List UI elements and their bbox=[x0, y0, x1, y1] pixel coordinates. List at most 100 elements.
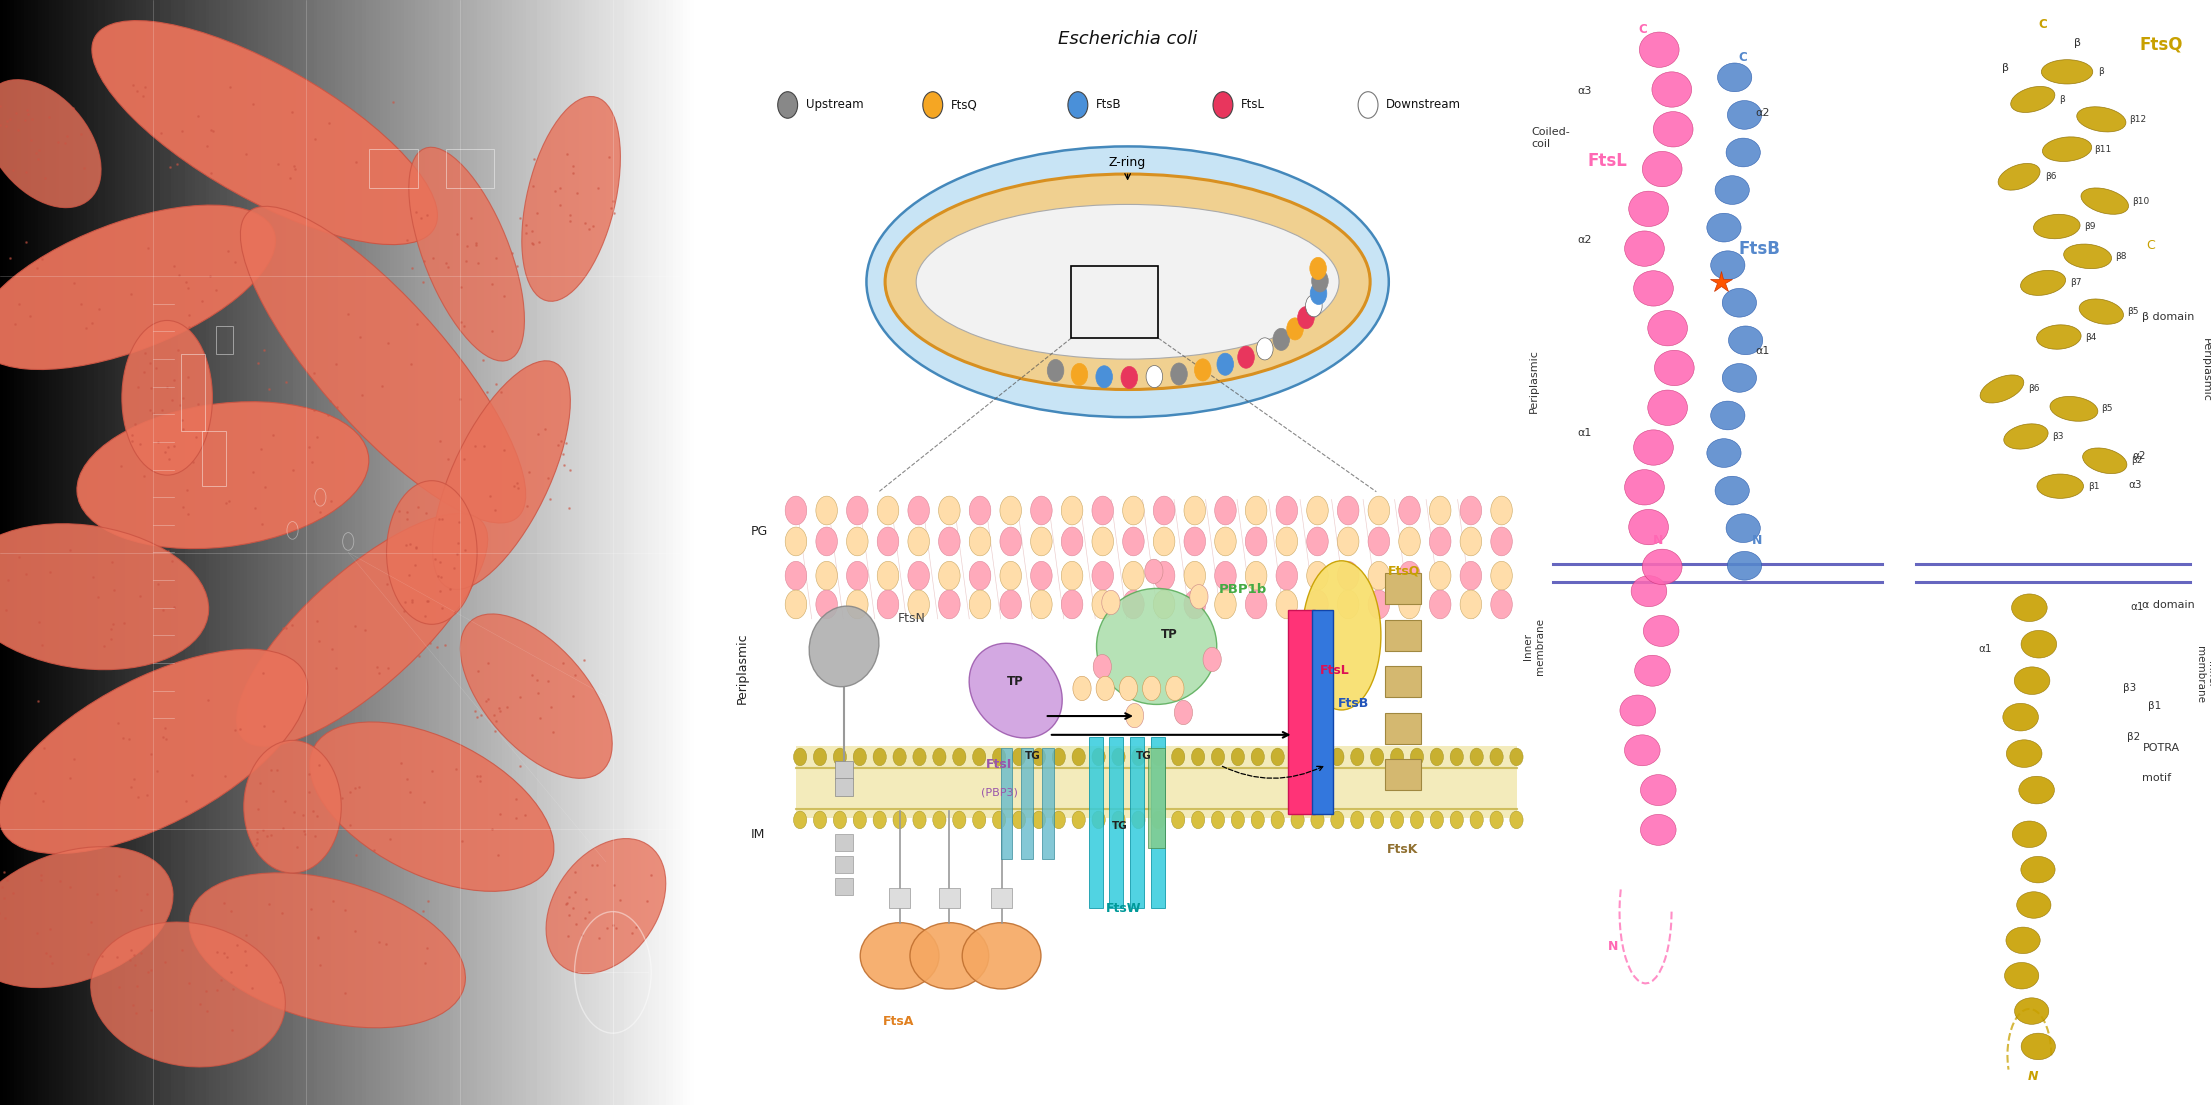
Circle shape bbox=[1276, 496, 1298, 525]
Ellipse shape bbox=[809, 607, 880, 686]
Circle shape bbox=[937, 496, 960, 525]
Ellipse shape bbox=[911, 923, 988, 989]
Ellipse shape bbox=[1643, 615, 1678, 646]
Circle shape bbox=[1185, 496, 1205, 525]
Ellipse shape bbox=[1711, 251, 1744, 280]
Ellipse shape bbox=[1625, 735, 1660, 766]
Ellipse shape bbox=[1716, 176, 1749, 204]
Ellipse shape bbox=[1716, 476, 1749, 505]
Ellipse shape bbox=[1634, 430, 1674, 465]
Circle shape bbox=[1072, 748, 1086, 766]
Ellipse shape bbox=[884, 173, 1371, 389]
Text: FtsW: FtsW bbox=[1106, 902, 1141, 915]
Bar bbox=[1384, 573, 1422, 604]
Text: FtsB: FtsB bbox=[1338, 697, 1369, 711]
Circle shape bbox=[933, 811, 946, 829]
Circle shape bbox=[1101, 590, 1121, 614]
Text: β1: β1 bbox=[2087, 482, 2098, 491]
Circle shape bbox=[1369, 527, 1389, 556]
Text: FtsA: FtsA bbox=[882, 1015, 915, 1029]
Circle shape bbox=[999, 590, 1021, 619]
Ellipse shape bbox=[2050, 397, 2098, 421]
Text: N: N bbox=[1652, 534, 1663, 547]
Circle shape bbox=[1245, 496, 1267, 525]
Ellipse shape bbox=[2078, 299, 2123, 324]
Circle shape bbox=[1428, 561, 1450, 590]
Ellipse shape bbox=[1654, 112, 1694, 147]
Ellipse shape bbox=[2081, 188, 2129, 214]
Text: α2: α2 bbox=[2131, 451, 2145, 461]
Ellipse shape bbox=[241, 207, 526, 523]
Circle shape bbox=[1092, 654, 1112, 678]
Circle shape bbox=[1307, 496, 1329, 525]
Text: Coiled-
coil: Coiled- coil bbox=[1530, 127, 1570, 149]
Circle shape bbox=[1276, 561, 1298, 590]
Text: β5: β5 bbox=[2100, 404, 2114, 413]
Circle shape bbox=[1145, 366, 1163, 388]
Text: FtsQ: FtsQ bbox=[1389, 565, 1419, 578]
Circle shape bbox=[1428, 527, 1450, 556]
Text: β5: β5 bbox=[2127, 307, 2138, 316]
Circle shape bbox=[816, 527, 838, 556]
Ellipse shape bbox=[433, 360, 570, 590]
Circle shape bbox=[1450, 748, 1464, 766]
Circle shape bbox=[1256, 338, 1274, 360]
Ellipse shape bbox=[2014, 666, 2050, 695]
Text: β12: β12 bbox=[2129, 115, 2147, 124]
Circle shape bbox=[1510, 748, 1523, 766]
Circle shape bbox=[1170, 362, 1187, 385]
Circle shape bbox=[1112, 748, 1125, 766]
Circle shape bbox=[1030, 590, 1052, 619]
Circle shape bbox=[1097, 676, 1114, 701]
Ellipse shape bbox=[1727, 514, 1760, 543]
Text: (PBP3): (PBP3) bbox=[982, 788, 1017, 798]
Ellipse shape bbox=[546, 839, 666, 974]
Circle shape bbox=[853, 811, 867, 829]
Circle shape bbox=[1145, 559, 1163, 583]
Ellipse shape bbox=[1718, 63, 1751, 92]
Circle shape bbox=[1212, 811, 1225, 829]
Circle shape bbox=[1311, 283, 1327, 305]
Ellipse shape bbox=[2005, 740, 2043, 767]
Circle shape bbox=[1190, 585, 1207, 609]
Ellipse shape bbox=[237, 514, 489, 746]
Ellipse shape bbox=[2076, 107, 2127, 131]
Circle shape bbox=[1331, 748, 1344, 766]
Circle shape bbox=[847, 561, 869, 590]
Circle shape bbox=[909, 561, 929, 590]
Ellipse shape bbox=[1630, 191, 1669, 227]
Circle shape bbox=[1459, 590, 1481, 619]
Circle shape bbox=[909, 590, 929, 619]
Text: β7: β7 bbox=[2069, 278, 2083, 287]
Text: TG: TG bbox=[1136, 751, 1152, 761]
Circle shape bbox=[913, 811, 926, 829]
Circle shape bbox=[1311, 270, 1329, 292]
Ellipse shape bbox=[387, 481, 478, 624]
Circle shape bbox=[1061, 590, 1083, 619]
Text: β9: β9 bbox=[2085, 222, 2096, 231]
Circle shape bbox=[993, 811, 1006, 829]
Circle shape bbox=[913, 748, 926, 766]
Circle shape bbox=[968, 496, 991, 525]
Bar bbox=[181, 354, 206, 431]
Text: N: N bbox=[2027, 1070, 2039, 1083]
Circle shape bbox=[893, 811, 907, 829]
Bar bbox=[1110, 737, 1123, 908]
Circle shape bbox=[853, 748, 867, 766]
Ellipse shape bbox=[1643, 549, 1683, 585]
Text: C: C bbox=[2147, 239, 2156, 252]
Bar bbox=[1002, 748, 1013, 859]
Ellipse shape bbox=[1727, 101, 1762, 129]
Circle shape bbox=[1291, 748, 1304, 766]
Circle shape bbox=[1271, 811, 1285, 829]
Circle shape bbox=[1411, 748, 1424, 766]
Ellipse shape bbox=[1647, 390, 1687, 425]
Circle shape bbox=[834, 811, 847, 829]
Circle shape bbox=[1121, 367, 1139, 389]
Bar bbox=[1070, 266, 1159, 338]
Circle shape bbox=[847, 527, 869, 556]
Ellipse shape bbox=[2021, 1033, 2056, 1060]
Circle shape bbox=[1154, 496, 1174, 525]
Ellipse shape bbox=[91, 922, 285, 1067]
Text: α1: α1 bbox=[1756, 346, 1769, 356]
